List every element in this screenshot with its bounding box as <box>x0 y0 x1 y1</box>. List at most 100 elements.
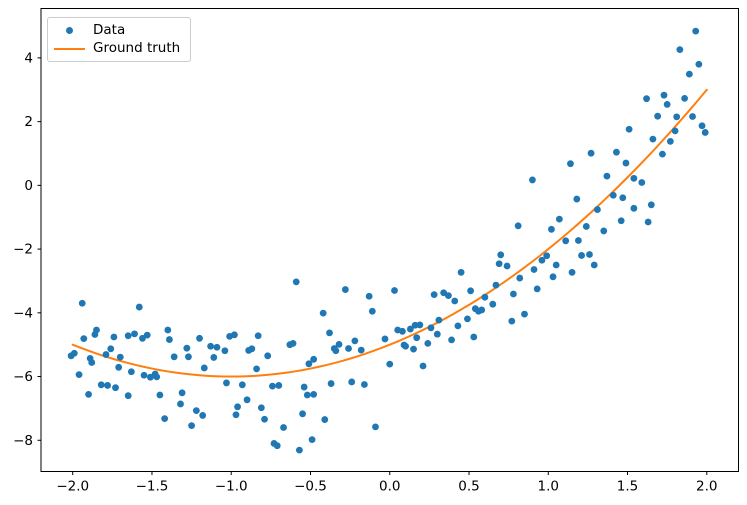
scatter-point <box>590 261 598 269</box>
scatter-point <box>93 326 100 334</box>
scatter-point <box>654 112 662 120</box>
y-tick-label: −2 <box>13 242 33 258</box>
legend: Data Ground truth <box>47 17 192 62</box>
scatter-point <box>663 101 671 108</box>
scatter-point <box>481 293 489 301</box>
scatter-point <box>689 113 696 120</box>
scatter-point <box>406 325 414 333</box>
scatter-point <box>131 330 138 338</box>
scatter-point <box>253 365 260 373</box>
scatter-point <box>402 342 409 350</box>
scatter-point <box>529 176 536 184</box>
scatter-point <box>80 335 88 343</box>
legend-label-ground-truth: Ground truth <box>93 40 181 56</box>
scatter-point <box>638 179 646 186</box>
scatter-point <box>666 137 674 145</box>
scatter-point <box>510 290 517 298</box>
scatter-point <box>457 268 465 276</box>
legend-handle <box>54 47 85 50</box>
scatter-point <box>587 149 595 157</box>
scatter-point <box>116 353 124 361</box>
scatter-point <box>341 286 349 293</box>
y-tick-label: −6 <box>13 369 33 385</box>
scatter-point <box>292 278 300 286</box>
scatter-point <box>552 261 560 269</box>
scatter-point <box>264 352 272 360</box>
scatter-point <box>232 411 240 419</box>
scatter-point <box>391 287 398 294</box>
scatter-point <box>430 291 438 299</box>
scatter-point <box>308 436 316 444</box>
scatter-point <box>345 345 352 352</box>
scatter-point <box>351 337 359 345</box>
scatter-point <box>207 342 215 350</box>
scatter-point <box>676 46 684 54</box>
scatter-point <box>671 127 679 135</box>
scatter-point <box>231 331 238 339</box>
scatter-point <box>451 297 459 305</box>
scatter-point <box>254 332 262 340</box>
scatter-point <box>533 285 541 293</box>
y-tick-label: 4 <box>24 50 33 66</box>
scatter-point <box>335 340 343 348</box>
scatter-point <box>166 336 173 343</box>
scatter-point <box>467 287 474 295</box>
scatter-point <box>573 195 581 203</box>
scatter-point <box>685 70 693 78</box>
scatter-point <box>630 204 638 212</box>
scatter-point <box>435 316 443 324</box>
scatter-point <box>530 266 538 273</box>
scatter-point <box>617 217 625 225</box>
scatter-point <box>104 382 111 389</box>
scatter-point <box>135 303 143 311</box>
scatter-point <box>399 327 406 335</box>
scatter-point <box>170 353 178 361</box>
scatter-point <box>630 174 638 182</box>
scatter-point <box>140 371 148 379</box>
x-tick-label: 0.0 <box>379 479 400 495</box>
scatter-point <box>199 412 207 419</box>
scatter-point <box>188 422 196 430</box>
scatter-point <box>660 91 668 99</box>
legend-label-data: Data <box>93 22 126 38</box>
scatter-point <box>319 309 327 317</box>
scatter-point <box>178 389 186 397</box>
scatter-point <box>643 95 650 103</box>
x-tick-label: 1.5 <box>617 479 638 495</box>
scatter-point <box>478 306 486 314</box>
scatter-point <box>549 273 557 281</box>
ground-truth-curve <box>71 88 708 378</box>
scatter-point <box>568 268 576 276</box>
scatter-point <box>110 333 118 341</box>
scatter-point <box>673 113 681 121</box>
scatter-point <box>310 355 318 363</box>
x-tick-label: 0.5 <box>458 479 479 495</box>
scatter-point <box>555 215 563 223</box>
scatter-point <box>275 382 283 389</box>
x-tick-label: −0.5 <box>294 479 327 495</box>
scatter-point <box>516 274 524 282</box>
scatter-point <box>625 125 633 133</box>
line-marker-icon <box>54 47 85 50</box>
scatter-point <box>210 354 218 361</box>
scatter-point <box>192 407 200 415</box>
scatter-point <box>289 340 297 347</box>
scatter-point <box>647 201 655 209</box>
scatter-point <box>127 368 135 376</box>
scatter-point <box>514 222 522 230</box>
legend-entry-ground-truth: Ground truth <box>54 40 180 57</box>
x-tick-label: 2.0 <box>696 479 717 495</box>
scatter-point <box>156 391 164 399</box>
scatter-point <box>503 262 511 270</box>
scatter-point <box>112 384 119 392</box>
scatter-point <box>692 27 700 35</box>
scatter-point <box>164 326 172 334</box>
scatter-point <box>70 349 78 357</box>
scatter-point <box>248 345 256 353</box>
scatter-point <box>102 351 110 358</box>
scatter-point <box>234 403 241 411</box>
scatter-point <box>424 340 432 347</box>
scatter-point <box>299 410 306 418</box>
